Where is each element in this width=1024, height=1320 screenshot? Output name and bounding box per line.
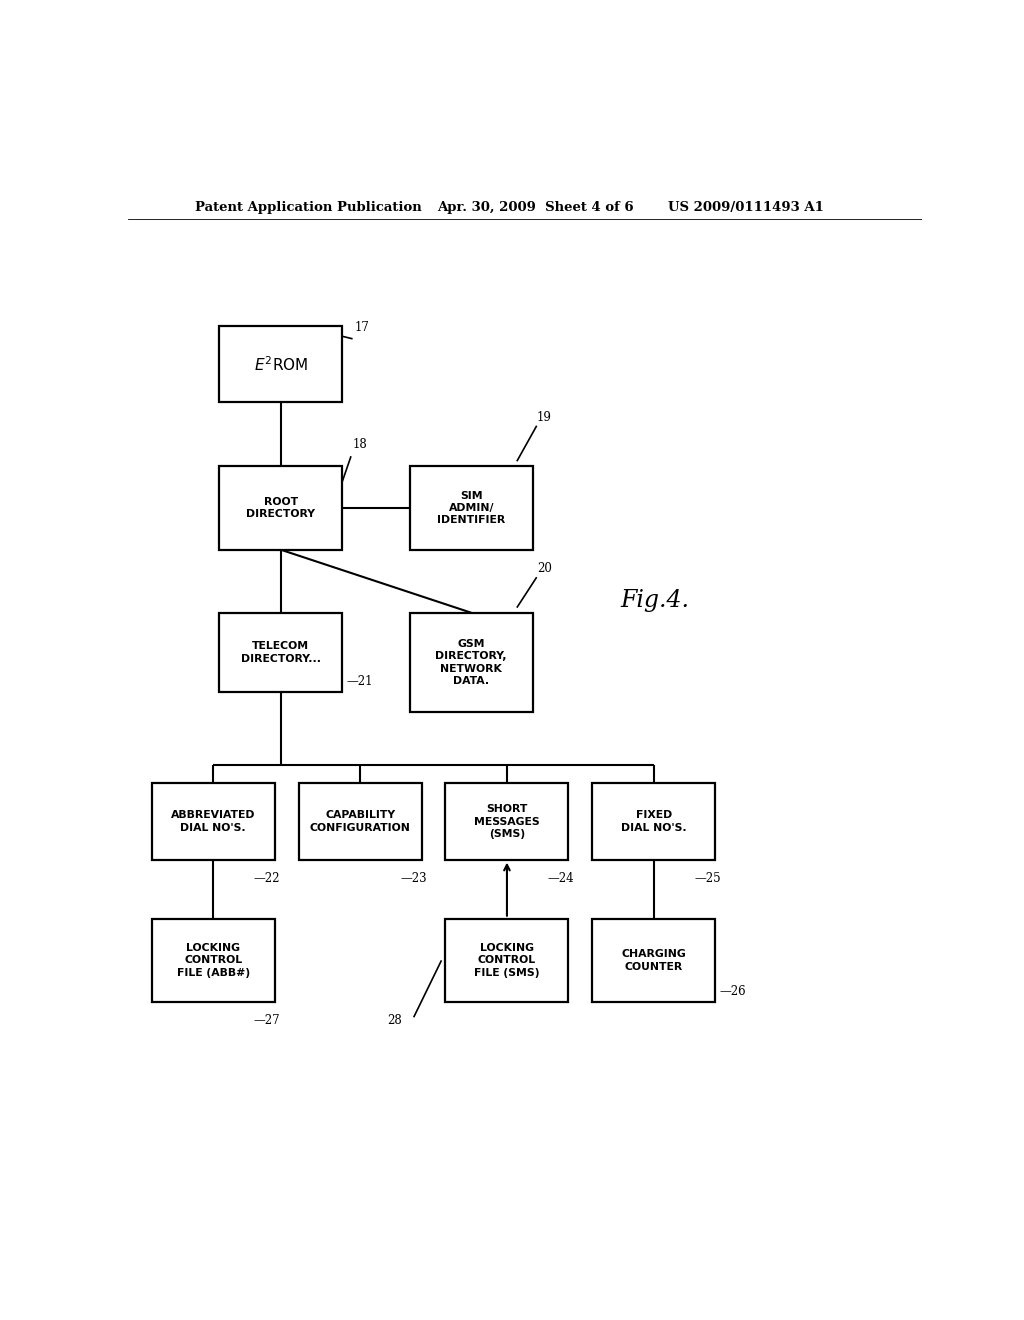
Text: US 2009/0111493 A1: US 2009/0111493 A1 bbox=[668, 201, 823, 214]
Bar bbox=[445, 784, 568, 859]
Text: ABBREVIATED
DIAL NO'S.: ABBREVIATED DIAL NO'S. bbox=[171, 810, 256, 833]
Bar bbox=[410, 612, 532, 713]
Text: —24: —24 bbox=[547, 873, 573, 884]
Text: Patent Application Publication: Patent Application Publication bbox=[196, 201, 422, 214]
Bar bbox=[219, 326, 342, 403]
Text: —22: —22 bbox=[254, 873, 281, 884]
Bar bbox=[219, 466, 342, 549]
Text: ROOT
DIRECTORY: ROOT DIRECTORY bbox=[246, 496, 315, 519]
Bar bbox=[410, 466, 532, 549]
Bar bbox=[219, 612, 342, 692]
Bar bbox=[299, 784, 422, 859]
Bar bbox=[152, 919, 274, 1002]
Text: —27: —27 bbox=[254, 1014, 281, 1027]
Text: —26: —26 bbox=[719, 985, 745, 998]
Text: SIM
ADMIN/
IDENTIFIER: SIM ADMIN/ IDENTIFIER bbox=[437, 491, 506, 525]
Text: 20: 20 bbox=[537, 562, 552, 576]
Text: $E^2$ROM: $E^2$ROM bbox=[254, 355, 308, 374]
Text: 28: 28 bbox=[387, 1014, 401, 1027]
Text: CHARGING
COUNTER: CHARGING COUNTER bbox=[622, 949, 686, 972]
Text: GSM
DIRECTORY,
NETWORK
DATA.: GSM DIRECTORY, NETWORK DATA. bbox=[435, 639, 507, 686]
Text: Apr. 30, 2009  Sheet 4 of 6: Apr. 30, 2009 Sheet 4 of 6 bbox=[437, 201, 634, 214]
Text: 18: 18 bbox=[352, 438, 368, 451]
Text: —21: —21 bbox=[346, 676, 373, 688]
Text: FIXED
DIAL NO'S.: FIXED DIAL NO'S. bbox=[621, 810, 686, 833]
Bar bbox=[152, 784, 274, 859]
Bar bbox=[445, 919, 568, 1002]
Bar bbox=[592, 919, 715, 1002]
Text: 19: 19 bbox=[537, 411, 552, 424]
Text: CAPABILITY
CONFIGURATION: CAPABILITY CONFIGURATION bbox=[309, 810, 411, 833]
Text: —25: —25 bbox=[694, 873, 721, 884]
Text: TELECOM
DIRECTORY...: TELECOM DIRECTORY... bbox=[241, 642, 321, 664]
Text: LOCKING
CONTROL
FILE (ABB#): LOCKING CONTROL FILE (ABB#) bbox=[177, 942, 250, 978]
Text: —23: —23 bbox=[400, 873, 427, 884]
Text: LOCKING
CONTROL
FILE (SMS): LOCKING CONTROL FILE (SMS) bbox=[474, 942, 540, 978]
Text: 17: 17 bbox=[354, 321, 369, 334]
Text: Fig.4.: Fig.4. bbox=[620, 589, 689, 612]
Text: SHORT
MESSAGES
(SMS): SHORT MESSAGES (SMS) bbox=[474, 804, 540, 840]
Bar bbox=[592, 784, 715, 859]
